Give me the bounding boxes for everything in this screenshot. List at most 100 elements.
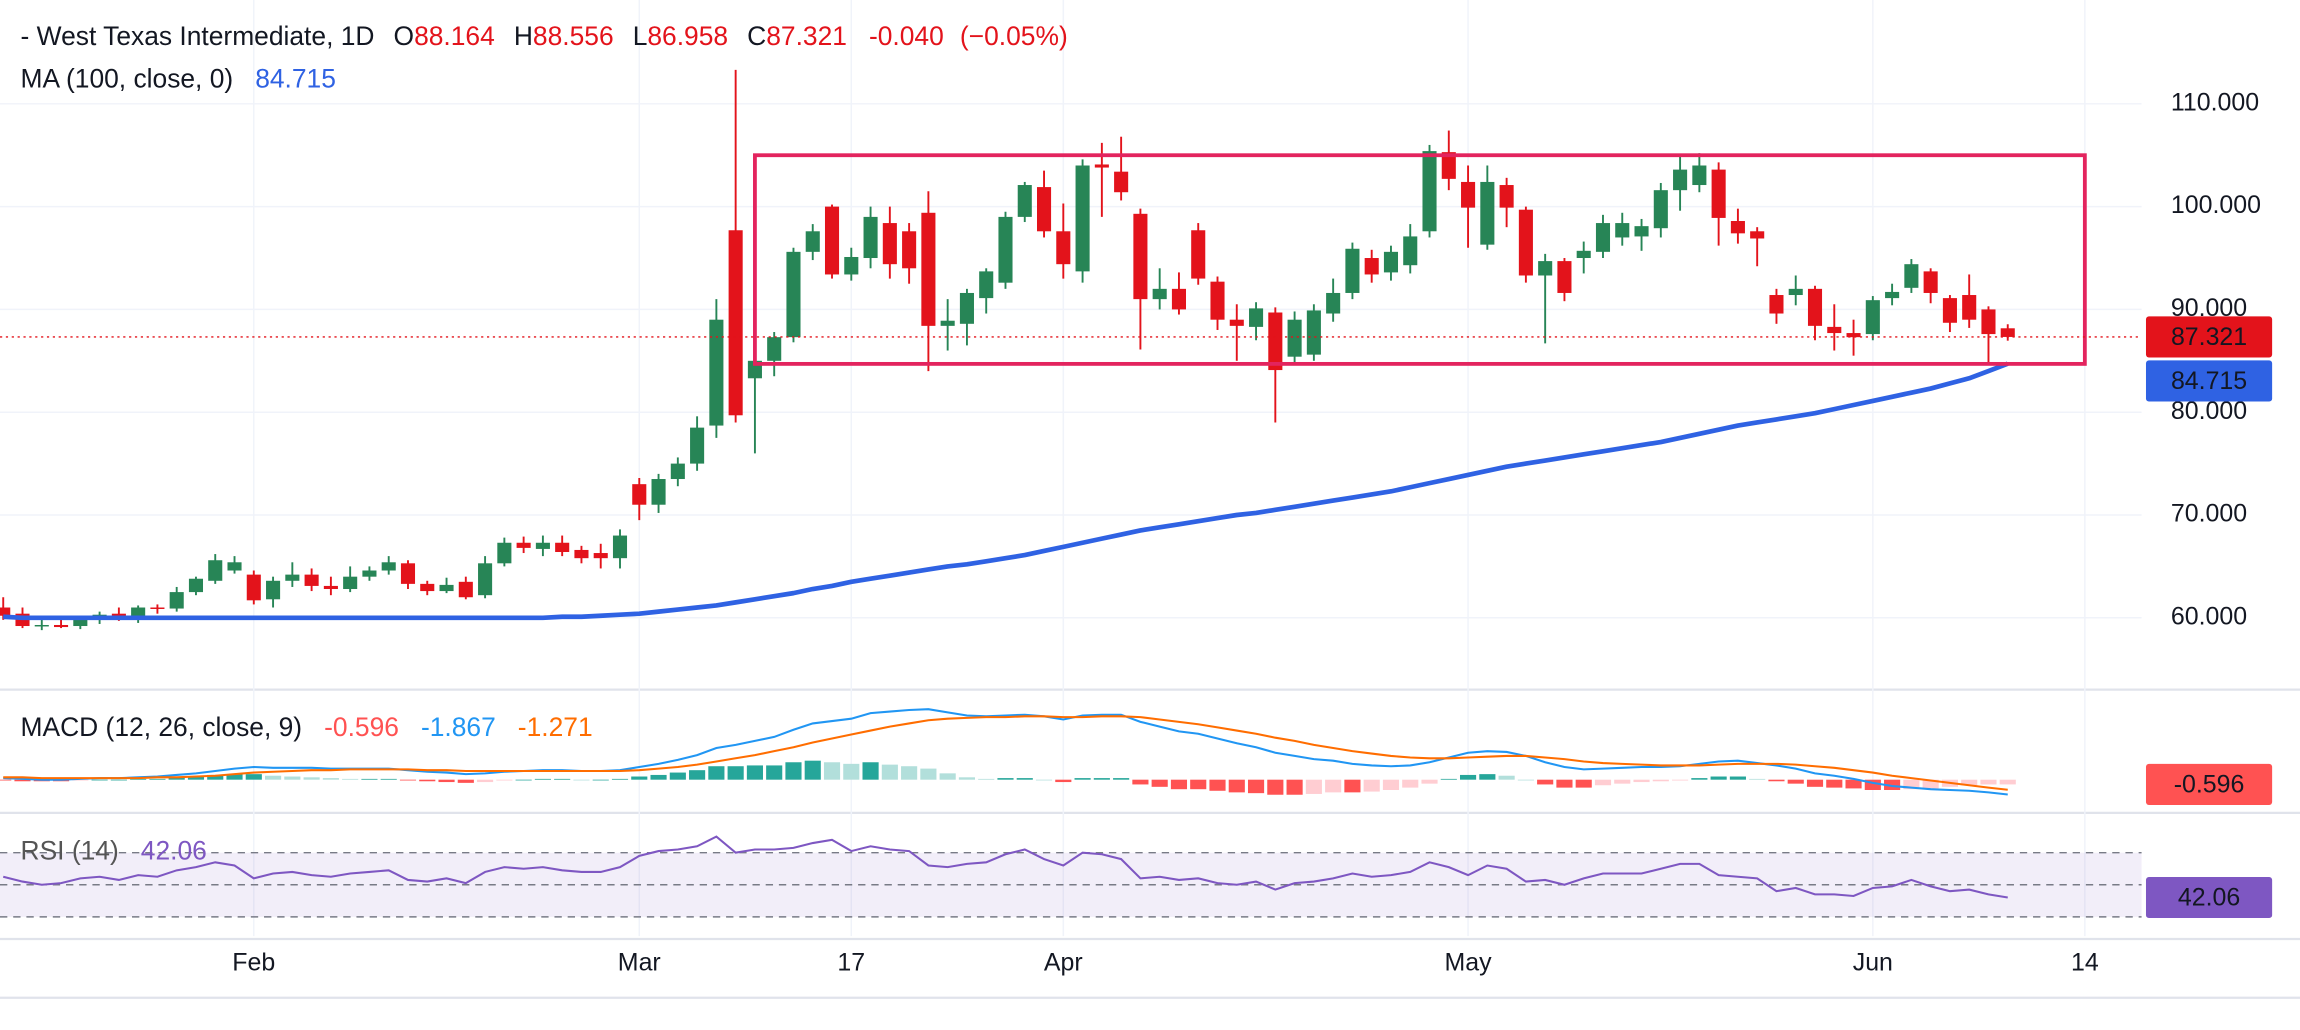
candle-body [902,231,917,269]
candle-body [1403,236,1418,266]
macd-histogram-bar [746,765,763,780]
y-tick-label: 60.000 [2171,602,2247,630]
macd-histogram-bar [1247,779,1265,794]
candle-body [1480,181,1495,245]
macd-histogram-bar [862,762,879,780]
macd-histogram-bar [689,770,706,780]
macd-histogram-bar [804,760,821,780]
macd-histogram-bar [457,779,474,783]
ma-value: 84.715 [255,64,336,94]
candle-body [574,549,589,559]
candle-body [1634,226,1649,237]
last-price-badge-bg [2145,316,2273,358]
macd-histogram-bar [1305,779,1322,794]
macd-histogram-bar [1903,779,1920,790]
macd-histogram-bar [650,774,667,780]
macd-histogram-bar [1035,779,1053,781]
macd-histogram-bar [419,779,436,782]
candle-body [1827,326,1842,334]
macd-histogram-bar [1363,779,1380,792]
plot-area: 60.00070.00080.00090.000100.000110.000Fe… [0,0,2300,999]
candle-body [1615,223,1630,238]
macd-histogram-bar [978,778,995,780]
macd-histogram-bar [207,774,224,780]
macd-histogram-bar [1382,779,1400,790]
macd-histogram-bar [515,779,532,781]
macd-histogram-bar [1132,779,1149,785]
histogram-value: -0.596 [324,712,399,742]
macd-histogram-bar [1344,779,1361,793]
macd-histogram-bar [14,779,31,782]
macd-histogram-bar [1228,779,1245,793]
candle-body [1653,190,1668,229]
macd-histogram-bar [399,779,417,781]
candle-body [651,479,666,505]
candle-body [1807,288,1823,326]
candle-body [478,563,493,596]
macd-histogram-bar [1575,779,1592,788]
candle-body [1942,298,1957,323]
candle-body [1962,295,1977,320]
macd-histogram-bar [1961,779,1978,786]
macd-histogram-bar [1864,779,1881,790]
macd-badge: -0.596 [2174,770,2245,798]
candle-body [612,535,628,559]
macd-histogram-bar [1421,779,1438,784]
open-value: 88.164 [414,21,495,51]
x-tick-label: 17 [837,949,865,977]
macd-histogram-bar [72,779,89,781]
candle-body [555,542,570,553]
macd-histogram-bar [1845,779,1862,789]
x-tick-label: Feb [232,949,275,977]
candle-body [497,542,512,564]
candle-body [1133,213,1148,300]
macd-histogram-bar [1749,778,1766,780]
macd-histogram-bar [1498,775,1515,780]
rsi-name: RSI (14) [21,835,119,865]
ohlc-label: L [633,21,648,51]
macd-histogram-bar [1922,779,1939,789]
macd-histogram-bar [920,768,937,780]
candle-body [150,607,165,609]
y-tick-label: 100.000 [2171,191,2261,219]
candle-body [54,624,69,628]
candle-body [1345,248,1360,293]
candle-body [805,231,820,252]
macd-histogram-bar [1055,779,1072,783]
candle-body [1094,164,1109,168]
macd-histogram-bar [785,762,802,780]
macd-histogram-bar [322,778,339,780]
close-value: 87.321 [766,21,847,51]
y-tick-label: 110.000 [2171,88,2259,116]
ma-badge-bg [2145,360,2273,402]
macd-histogram-bar [477,779,494,783]
macd-histogram-bar [438,779,455,783]
header-ohlc: - West Texas Intermediate, 1D O88.164 H8… [21,21,1068,51]
candle-body [1557,261,1572,293]
candle-body [979,271,994,299]
moving-average [3,361,2009,621]
macd-histogram-bar [1537,779,1554,785]
macd-histogram-bar [1190,779,1207,790]
candle-body [1518,209,1533,276]
chart-title: - West Texas Intermediate, 1D [21,21,375,51]
macd-histogram-bar [727,766,744,780]
rsi-value: 42.06 [141,835,207,865]
candle-body [670,463,685,480]
macd-line [3,708,2008,796]
candle-body [1865,300,1880,335]
macd-histogram-bar [1093,778,1110,780]
macd-histogram-bar [669,772,686,780]
macd-histogram-bar [1402,779,1419,788]
macd-histogram-bar [843,763,860,780]
macd-histogram-bar [1633,779,1650,783]
macd-histogram-bar [264,775,282,780]
macd-histogram-bar [958,777,976,780]
ma-name: MA (100, close, 0) [21,64,234,94]
candle-body [921,212,936,326]
candle-body [1730,221,1745,234]
macd-histogram-bar [1113,778,1130,780]
macd-histogram-bar [1980,779,1997,785]
macd-histogram-bar [611,778,629,780]
